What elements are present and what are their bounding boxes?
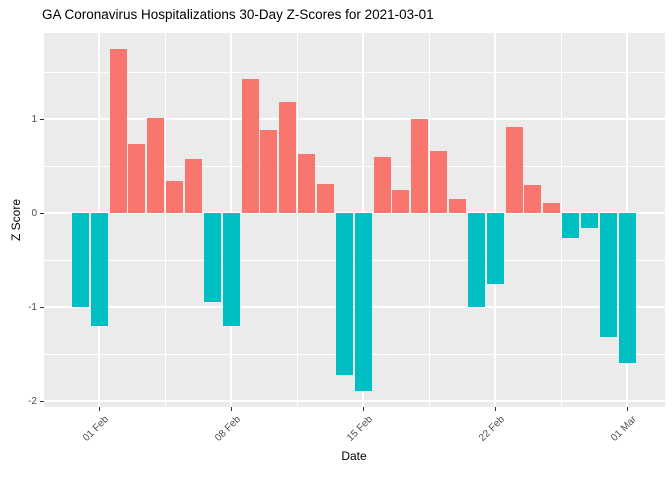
- bar-10-feb: [260, 130, 278, 213]
- x-tick-mark: [362, 407, 364, 411]
- bar-08-feb: [222, 213, 240, 326]
- gridline-minor-h: [44, 165, 665, 167]
- y-tick-mark: [40, 212, 44, 214]
- gridline-major-h: [44, 212, 665, 214]
- gridline-minor-h: [44, 259, 665, 261]
- bar-09-feb: [241, 78, 259, 213]
- y-tick-label: 1: [31, 113, 37, 125]
- chart-title: GA Coronavirus Hospitalizations 30-Day Z…: [42, 7, 434, 22]
- y-axis-title: Z Score: [9, 198, 23, 242]
- bar-14-feb: [335, 213, 353, 375]
- plot-panel: [44, 33, 665, 407]
- x-tick-label: 01 Feb: [81, 414, 111, 444]
- bar-02-feb: [109, 48, 127, 213]
- bar-11-feb: [279, 102, 297, 213]
- gridline-major-h: [44, 118, 665, 120]
- bar-06-feb: [184, 159, 202, 213]
- x-tick-label: 01 Mar: [609, 414, 639, 444]
- gridline-major-h: [44, 400, 665, 402]
- bar-31-jan: [71, 213, 89, 307]
- x-tick-label: 15 Feb: [345, 414, 375, 444]
- bar-23-feb: [505, 127, 523, 213]
- y-tick-label: -1: [28, 301, 37, 313]
- bar-01-feb: [90, 213, 108, 326]
- gridline-minor-v: [164, 33, 166, 407]
- y-tick-mark: [40, 306, 44, 308]
- bar-16-feb: [373, 156, 391, 213]
- bar-21-feb: [467, 213, 485, 307]
- bar-18-feb: [411, 119, 429, 213]
- bar-24-feb: [524, 184, 542, 213]
- bar-13-feb: [316, 183, 334, 213]
- bar-20-feb: [448, 198, 466, 213]
- gridline-minor-v: [560, 33, 562, 407]
- x-tick-mark: [98, 407, 100, 411]
- bar-15-feb: [354, 213, 372, 391]
- x-axis-title: Date: [341, 449, 367, 463]
- y-tick-label: -2: [28, 395, 37, 407]
- bar-03-feb: [128, 144, 146, 213]
- bar-25-feb: [543, 202, 561, 213]
- gridline-minor-h: [44, 71, 665, 73]
- gridline-minor-h: [44, 353, 665, 355]
- y-tick-mark: [40, 118, 44, 120]
- x-tick-label: 22 Feb: [477, 414, 507, 444]
- y-tick-label: 0: [31, 207, 37, 219]
- bar-07-feb: [203, 213, 221, 303]
- bar-27-feb: [580, 213, 598, 229]
- y-tick-mark: [40, 400, 44, 402]
- x-tick-mark: [626, 407, 628, 411]
- gridline-minor-v: [296, 33, 298, 407]
- bar-12-feb: [298, 153, 316, 213]
- bar-01-mar: [618, 213, 636, 364]
- bar-05-feb: [166, 181, 184, 213]
- bar-28-feb: [599, 213, 617, 338]
- gridline-major-h: [44, 306, 665, 308]
- bar-26-feb: [562, 213, 580, 239]
- x-tick-label: 08 Feb: [213, 414, 243, 444]
- bar-22-feb: [486, 213, 504, 284]
- bar-04-feb: [147, 118, 165, 213]
- bar-17-feb: [392, 190, 410, 213]
- x-tick-mark: [230, 407, 232, 411]
- bar-19-feb: [430, 150, 448, 213]
- gridline-minor-v: [428, 33, 430, 407]
- x-tick-mark: [494, 407, 496, 411]
